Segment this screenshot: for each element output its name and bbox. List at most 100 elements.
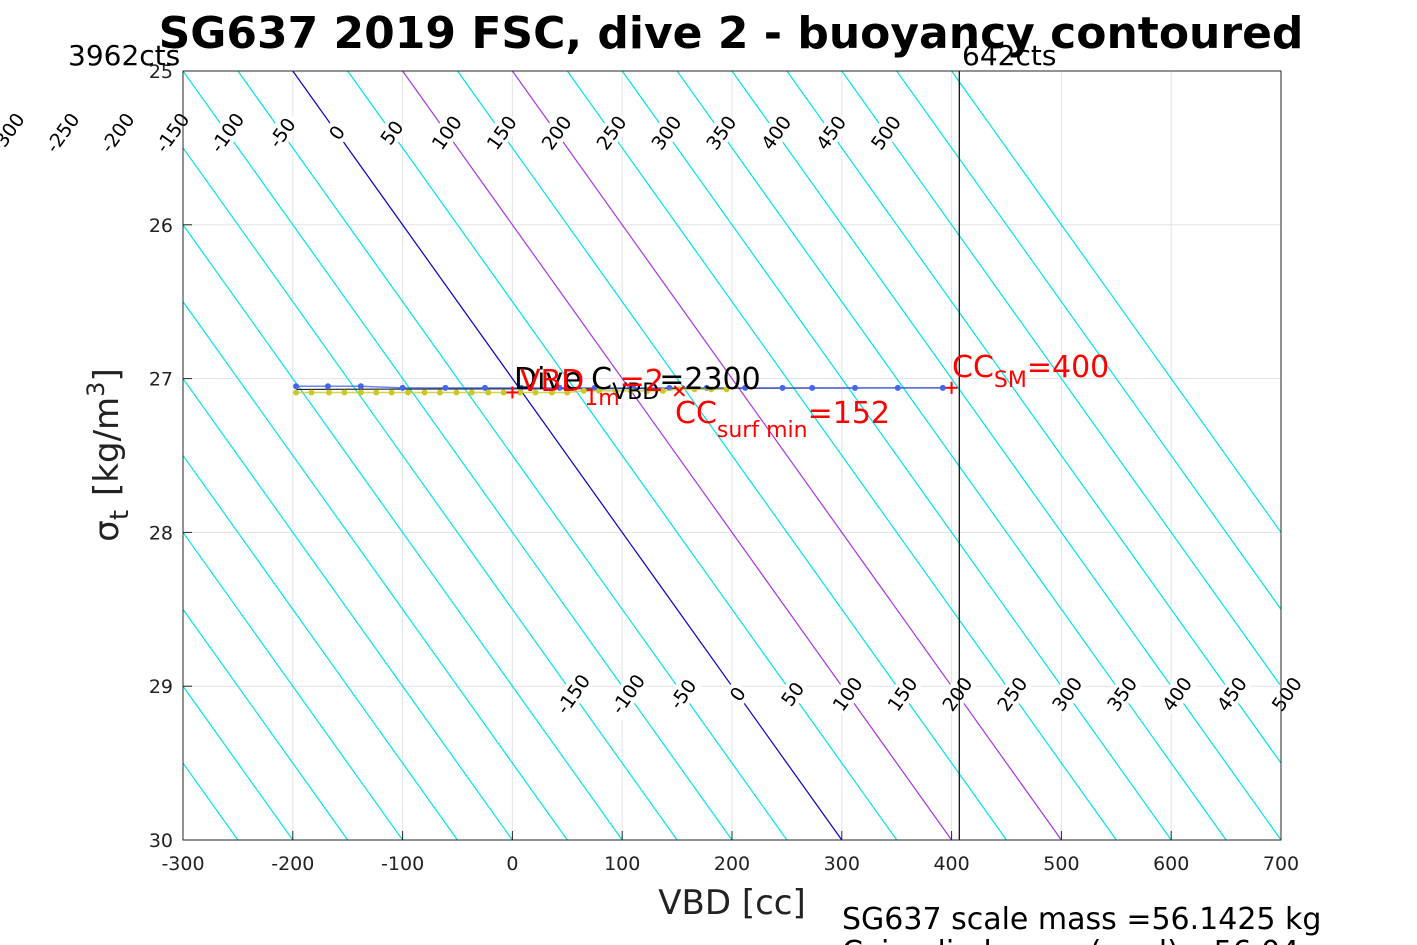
contour-line: [183, 608, 349, 840]
contour-label-background: [481, 110, 522, 155]
data-point: [399, 384, 406, 391]
contour-label-background: [991, 671, 1033, 717]
data-point: [723, 386, 730, 393]
contour-label-background: [1046, 671, 1088, 717]
series-line: [296, 385, 943, 389]
x-tick-label: 100: [604, 853, 640, 875]
ref-label-left: 3962cts: [68, 39, 180, 72]
contour-label-background: [645, 110, 687, 155]
contour-label-background: [322, 119, 351, 146]
dive-c-sub: VBD: [612, 380, 659, 405]
implied-mass-note: Cimplied mass (cred) =56.04: [842, 935, 1299, 945]
ref-label-right: 642cts: [962, 39, 1056, 72]
data-point: [564, 389, 571, 396]
data-point: [532, 389, 539, 396]
data-point: [442, 384, 449, 391]
x-axis-label: VBD [cc]: [658, 883, 806, 923]
x-tick-label: 400: [933, 853, 969, 875]
contour-label-background: [374, 114, 409, 151]
cc-sm-annotation: CCSM=400: [952, 350, 1109, 393]
data-point: [453, 389, 460, 396]
y-tick-label: 26: [149, 215, 173, 237]
vbd-1m-main: VBD: [520, 364, 584, 399]
contour-label-background: [38, 105, 86, 160]
contour-label-group: 350: [1101, 671, 1143, 717]
data-point: [293, 383, 300, 390]
vbd-1m-annotation: VBD1m=2: [520, 364, 664, 411]
data-point: [293, 389, 300, 396]
contour-line: [731, 71, 1281, 840]
contour-line: [347, 71, 898, 840]
x-tick-label: 200: [714, 853, 750, 875]
x-tick-label: 700: [1263, 853, 1299, 875]
data-point: [517, 389, 524, 396]
vbd-1m-rest: =2: [620, 364, 664, 399]
data-point: [627, 387, 634, 394]
y-axis-label-sup: 3: [82, 382, 110, 397]
contour-label-background: [93, 105, 141, 160]
x-tick-label: -100: [381, 853, 424, 875]
contour-label-background: [1101, 671, 1143, 717]
contour-label-background: [1211, 671, 1252, 717]
implied-mass-text: implied mass (c: [881, 935, 1118, 945]
data-point: [644, 387, 651, 394]
contour-line: [183, 71, 733, 840]
data-point: [676, 386, 683, 393]
cc-surf-min-rest: =152: [808, 396, 890, 431]
y-axis-ticks: 25 26 27 28 29 30: [149, 61, 192, 852]
contour-label-group: 0: [322, 119, 351, 146]
data-point: [468, 389, 475, 396]
y-axis-label-sub: t: [105, 510, 135, 520]
implied-mass-r: r: [1118, 935, 1131, 945]
contour-label-background: [536, 110, 577, 155]
contour-label-background: [261, 110, 303, 155]
data-point: [357, 389, 364, 396]
data-point: [591, 384, 598, 391]
data-point: [894, 384, 901, 391]
y-axis-label-close: ]: [87, 368, 127, 381]
contour-line: [237, 71, 788, 840]
contour-label-background: [723, 680, 752, 708]
data-point: [742, 384, 749, 391]
contour-label-background: [936, 671, 978, 717]
contour-label-background: [662, 671, 703, 717]
dive-c-vbd-annotation: Dive CVBD=2300: [514, 362, 761, 405]
scale-mass-note: SG637 scale mass =56.1425 kg: [842, 902, 1321, 937]
x-tick-label: -300: [161, 853, 204, 875]
y-tick-label: 25: [149, 61, 173, 83]
contour-line: [183, 531, 404, 840]
data-point: [308, 389, 315, 396]
contour-label-background: [775, 676, 810, 712]
contour-label-background: [590, 110, 632, 155]
data-point: [939, 384, 946, 391]
data-point: [341, 389, 348, 396]
x-tick-label: 600: [1153, 853, 1189, 875]
data-point: [809, 384, 816, 391]
contour-label-background: [865, 110, 907, 155]
data-point: [373, 389, 380, 396]
contour-lines: [183, 71, 1281, 840]
contour-line: [786, 71, 1281, 765]
contour-label-background: [1266, 671, 1307, 717]
y-tick-label: 27: [149, 369, 173, 391]
contour-line: [841, 71, 1281, 688]
implied-mass-value: ed) =56.04: [1130, 935, 1300, 945]
data-point: [851, 384, 858, 391]
chart-title: SG637 2019 FSC, dive 2 - buoyancy contou…: [159, 8, 1304, 59]
contour-line: [183, 146, 678, 840]
data-point: [436, 389, 443, 396]
contour-line: [896, 71, 1281, 611]
y-axis-label-unit: [kg/m: [87, 397, 127, 496]
contour-label-background: [755, 110, 797, 155]
contour-line: [183, 454, 458, 840]
y-tick-label: 30: [149, 830, 173, 852]
cc-sm-main: CC: [952, 350, 994, 385]
y-axis-label-symbol: σ: [87, 520, 127, 542]
data-point: [518, 384, 525, 391]
cc-sm-rest: =400: [1027, 350, 1109, 385]
data-point: [481, 384, 488, 391]
contour-label-background: [810, 110, 852, 155]
cc-surf-min-main: CC: [675, 396, 717, 431]
cc-sm-sub: SM: [994, 368, 1027, 393]
